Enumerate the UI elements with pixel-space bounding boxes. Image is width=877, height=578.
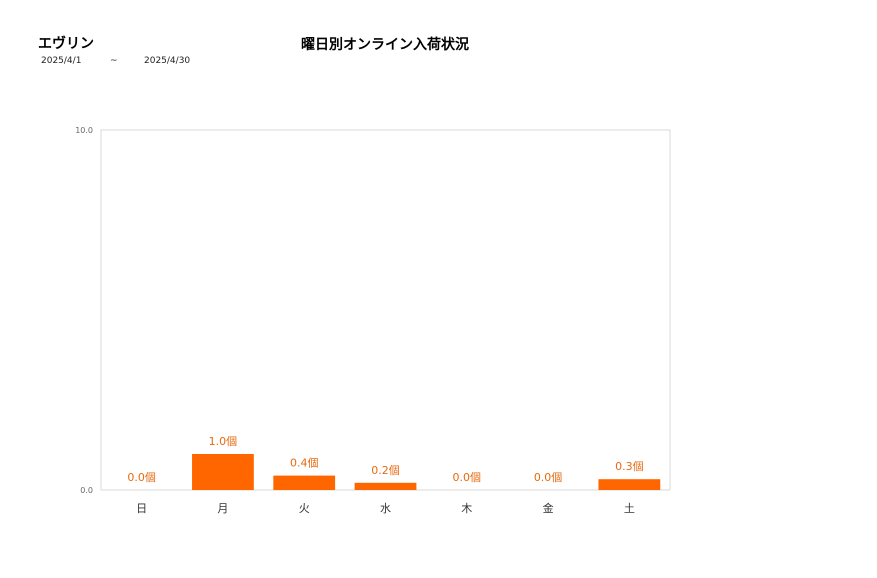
data-label: 0.2個 [371,464,400,477]
x-tick-label: 月 [217,502,228,515]
chart-title: 曜日別オンライン入荷状況 [301,37,469,53]
bar [192,454,254,490]
data-label: 0.4個 [290,457,319,470]
date-end: 2025/4/30 [144,56,191,66]
x-tick-label: 木 [461,502,472,515]
bar [273,475,336,490]
data-label: 0.0個 [453,471,482,484]
data-label: 1.0個 [209,435,238,448]
bar [354,482,417,490]
date-separator: ~ [110,56,118,66]
data-label: 0.3個 [615,460,644,473]
brand-name: エヴリン [38,36,94,52]
x-tick-label: 日 [136,502,147,515]
x-tick-label: 水 [380,502,391,515]
y-tick-label: 0.0 [80,486,93,495]
date-start: 2025/4/1 [41,56,82,66]
y-tick-label: 10.0 [75,126,93,135]
plot-frame [100,129,671,491]
bar [598,479,661,490]
data-label: 0.0個 [534,471,563,484]
x-tick-label: 土 [624,502,635,515]
data-label: 0.0個 [127,471,156,484]
x-tick-label: 火 [299,502,310,515]
x-tick-label: 金 [543,501,554,515]
